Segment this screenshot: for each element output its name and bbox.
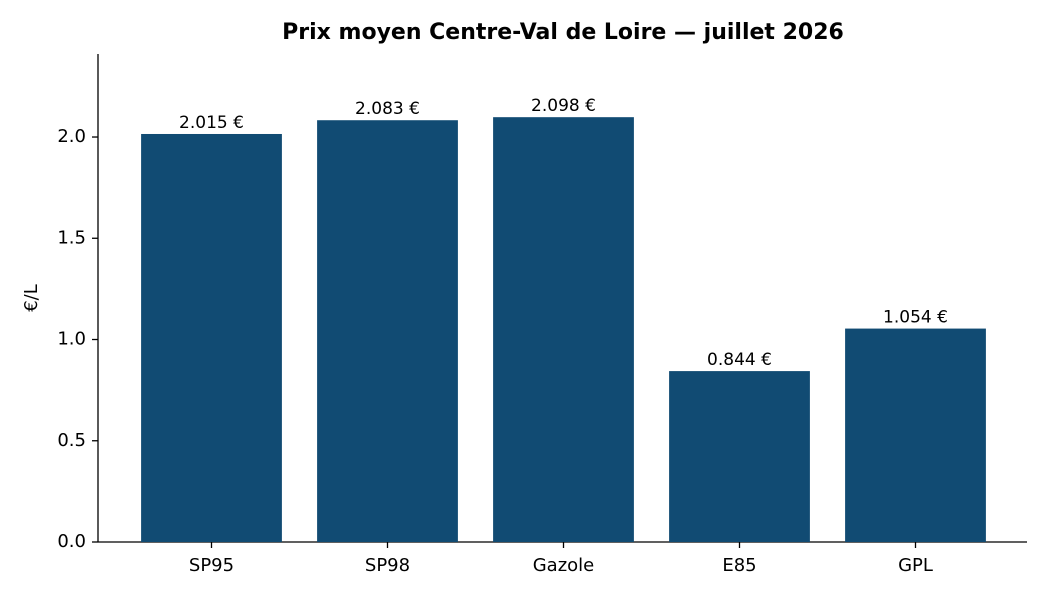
value-label: 2.083 € [355,99,420,119]
value-label: 2.015 € [179,113,244,133]
x-tick-label: SP98 [365,555,410,576]
x-tick-label: E85 [722,555,756,576]
bar [317,120,458,542]
chart-title: Prix moyen Centre-Val de Loire — juillet… [282,20,844,45]
y-tick-label: 0.5 [57,430,86,451]
bar [669,371,810,542]
x-tick-label: GPL [898,555,933,576]
y-tick-label: 2.0 [57,126,86,147]
x-tick-label: Gazole [533,555,595,576]
y-axis-label: €/L [21,284,42,312]
value-label: 1.054 € [883,308,948,328]
value-label: 2.098 € [531,96,596,116]
y-tick-label: 1.5 [57,227,86,248]
bar [493,117,634,543]
value-label: 0.844 € [707,350,772,370]
bar [141,133,282,542]
x-tick-label: SP95 [189,555,234,576]
y-tick-label: 1.0 [57,329,86,350]
y-tick-label: 0.0 [57,531,86,552]
bar [845,328,986,542]
